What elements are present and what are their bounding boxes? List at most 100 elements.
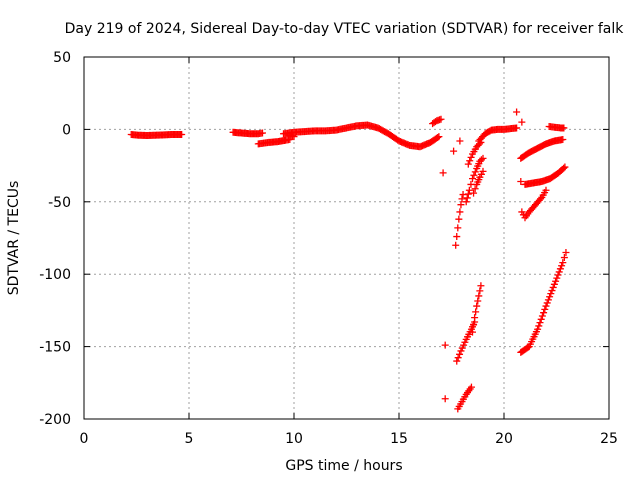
data-point xyxy=(479,154,487,162)
y-tick-label: -150 xyxy=(39,340,71,356)
data-point xyxy=(259,129,266,137)
data-point xyxy=(470,321,478,329)
x-tick-label: 5 xyxy=(185,431,194,447)
data-point xyxy=(464,190,472,198)
data-point xyxy=(542,186,550,194)
data-segment xyxy=(518,186,550,222)
data-segment xyxy=(470,167,487,197)
data-point xyxy=(548,287,556,295)
data-point xyxy=(538,312,546,320)
data-point xyxy=(471,185,479,193)
data-point xyxy=(455,215,463,223)
data-point xyxy=(560,164,568,172)
x-tick-labels: 0 5 10 15 20 25 xyxy=(80,431,618,447)
data-point xyxy=(456,137,464,145)
data-point xyxy=(462,198,470,206)
data-point xyxy=(467,153,475,161)
data-segment xyxy=(441,341,449,349)
data-point xyxy=(458,195,466,203)
x-tick-label: 10 xyxy=(285,431,303,447)
data-segment xyxy=(513,108,521,116)
data-point xyxy=(554,271,562,279)
data-point xyxy=(452,241,460,249)
data-point xyxy=(454,224,462,232)
data-segment xyxy=(521,163,569,188)
data-points xyxy=(127,108,570,413)
data-point xyxy=(552,277,560,285)
data-point xyxy=(470,189,478,197)
data-point xyxy=(466,157,474,165)
data-segment xyxy=(450,147,458,155)
data-point xyxy=(540,309,548,317)
data-point xyxy=(562,248,570,256)
data-point xyxy=(472,308,480,316)
grid-lines xyxy=(84,57,609,419)
data-segment xyxy=(286,131,298,141)
data-point xyxy=(537,195,545,203)
data-point xyxy=(453,233,461,241)
data-point xyxy=(546,293,554,301)
data-point xyxy=(441,395,449,403)
data-point xyxy=(471,168,479,176)
data-point xyxy=(471,314,479,322)
data-segment xyxy=(469,282,485,336)
y-tick-label: -200 xyxy=(39,412,71,428)
data-point xyxy=(541,305,549,313)
data-point xyxy=(543,299,551,307)
data-point xyxy=(437,115,445,123)
x-axis-label: GPS time / hours xyxy=(285,458,402,474)
y-axis-label: SDTVAR / TECUs xyxy=(6,181,22,296)
data-segment xyxy=(517,248,570,356)
data-point xyxy=(555,268,563,276)
data-segment xyxy=(254,136,294,148)
data-point xyxy=(559,259,567,267)
x-tick-label: 15 xyxy=(390,431,408,447)
data-point xyxy=(561,163,569,171)
data-segment xyxy=(454,383,475,413)
y-tick-labels: -200 -150 -100 -50 0 50 xyxy=(39,50,71,428)
data-segment xyxy=(518,118,526,126)
data-point xyxy=(469,175,476,183)
x-tick-label: 0 xyxy=(80,431,89,447)
y-tick-label: 0 xyxy=(62,122,71,138)
data-segment xyxy=(452,191,467,249)
data-segment xyxy=(456,137,464,145)
data-segment xyxy=(229,128,266,138)
data-point xyxy=(441,341,449,349)
data-point xyxy=(465,186,473,194)
data-point xyxy=(456,208,464,216)
plot-frame xyxy=(83,56,610,420)
x-tick-label: 25 xyxy=(600,431,618,447)
data-point xyxy=(463,194,471,202)
data-point xyxy=(476,287,484,295)
tick-marks xyxy=(83,56,610,420)
data-point xyxy=(479,167,487,175)
data-segment xyxy=(280,121,443,151)
data-segment xyxy=(517,136,567,162)
data-point xyxy=(558,262,566,270)
data-point xyxy=(457,201,465,209)
data-point xyxy=(517,178,525,186)
data-point xyxy=(513,108,521,116)
data-segment xyxy=(453,318,479,365)
data-segment xyxy=(429,115,445,128)
data-point xyxy=(553,274,561,282)
y-tick-label: -100 xyxy=(39,267,71,283)
data-point xyxy=(453,357,461,365)
data-point xyxy=(456,350,464,358)
data-point xyxy=(470,171,478,179)
data-point xyxy=(435,133,443,141)
data-point xyxy=(534,325,542,333)
data-segment xyxy=(127,130,186,139)
data-point xyxy=(477,282,485,290)
data-point xyxy=(537,315,545,323)
data-segment xyxy=(517,178,525,186)
data-segment xyxy=(441,395,449,403)
data-point xyxy=(518,118,526,126)
chart-title: Day 219 of 2024, Sidereal Day-to-day VTE… xyxy=(65,21,625,37)
data-point xyxy=(550,280,558,288)
data-point xyxy=(474,297,482,305)
data-point xyxy=(434,133,442,141)
data-point xyxy=(542,302,550,310)
data-segment xyxy=(462,154,487,206)
